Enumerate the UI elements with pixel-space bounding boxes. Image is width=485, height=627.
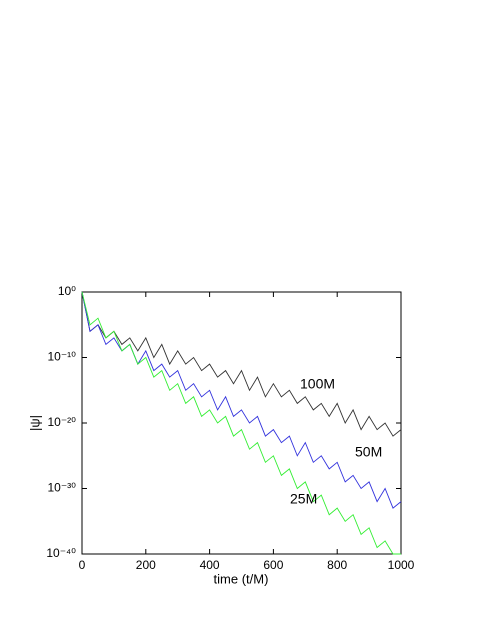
x-tick-label: 1000 [388, 558, 415, 572]
series-label: 50M [355, 444, 382, 460]
x-tick-label: 200 [136, 558, 156, 572]
x-tick-label: 600 [263, 558, 283, 572]
series-line [81, 291, 402, 437]
y-tick-label: 10⁰ [58, 284, 76, 298]
x-tick-label: 400 [200, 558, 220, 572]
series-label: 25M [290, 491, 317, 507]
x-axis-title: time (t/M) [214, 571, 269, 586]
y-axis-title: |ψ| [27, 415, 42, 431]
series-line [81, 291, 402, 509]
x-tick-label: 800 [327, 558, 347, 572]
y-tick-label: 10⁻³⁰ [48, 481, 77, 495]
series-label: 100M [300, 376, 335, 392]
series-line [81, 291, 401, 555]
x-tick-label: 0 [79, 558, 86, 572]
y-tick-label: 10⁻⁴⁰ [46, 546, 76, 560]
y-tick-label: 10⁻¹⁰ [48, 350, 77, 364]
y-tick-label: 10⁻²⁰ [48, 415, 77, 429]
